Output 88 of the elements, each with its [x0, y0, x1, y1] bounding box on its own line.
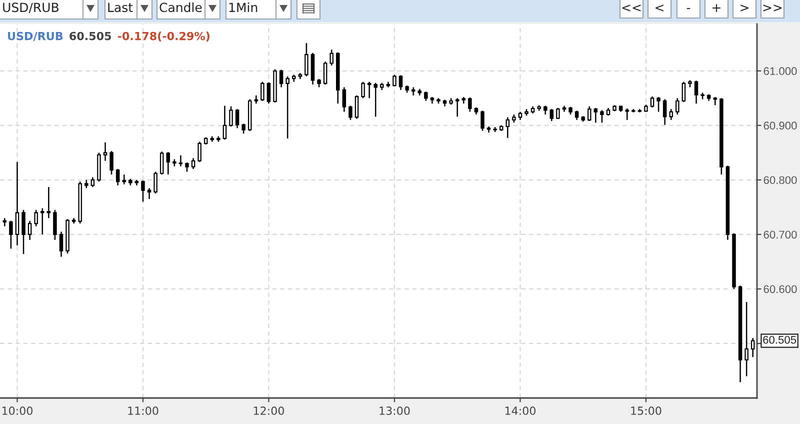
candlestick — [361, 81, 365, 99]
candlestick — [506, 116, 510, 139]
candlestick — [122, 174, 126, 185]
candlestick — [694, 80, 698, 104]
text: > — [740, 4, 748, 12]
candlestick — [744, 301, 748, 377]
candlestick — [28, 220, 32, 241]
candlestick — [90, 176, 95, 188]
x-tick-label: 15:00 — [631, 406, 662, 415]
candlestick — [229, 106, 233, 128]
candlestick — [15, 161, 20, 246]
candlestick — [342, 86, 346, 112]
candlestick — [468, 96, 472, 112]
x-tick-label: 10:00 — [2, 406, 32, 415]
candlestick — [330, 49, 334, 66]
text: Candle — [160, 2, 202, 12]
text: - — [686, 8, 690, 10]
candlestick — [594, 107, 598, 124]
candlestick — [304, 42, 308, 77]
candlestick — [348, 105, 352, 121]
candlestick — [46, 186, 51, 219]
candlestick — [154, 171, 158, 194]
x-tick-label: 11:00 — [128, 406, 158, 415]
candlestick — [550, 108, 554, 122]
candlestick — [116, 168, 120, 186]
y-tick-label: 60.900 — [764, 122, 797, 130]
text: 60.505 — [763, 336, 796, 344]
candlestick — [110, 150, 114, 176]
candlestick — [588, 106, 592, 122]
candlestick — [556, 107, 560, 120]
candlestick — [2, 217, 7, 227]
candlestick — [367, 81, 372, 99]
candlestick — [198, 141, 202, 163]
candlestick — [178, 154, 183, 167]
text: USD/RUB — [3, 2, 58, 14]
candlestick — [574, 110, 579, 121]
candlestick — [323, 60, 328, 86]
candlestick — [141, 180, 145, 202]
y-tick-label: 60.700 — [764, 230, 797, 239]
text: << — [622, 4, 641, 12]
y-tick-label: 60.600 — [764, 285, 797, 294]
candlestick — [242, 123, 246, 134]
candlestick — [53, 209, 57, 241]
candlestick — [235, 108, 240, 129]
text: USD/RUB — [8, 32, 63, 42]
candlestick — [260, 81, 264, 102]
y-tick-label: 61.000 — [764, 67, 797, 76]
text: 60.505 — [70, 32, 112, 40]
candlestick — [676, 98, 680, 116]
text: 1Min — [229, 2, 258, 12]
candlestick — [662, 98, 667, 126]
candlestick — [600, 110, 604, 124]
candlestick — [147, 187, 152, 200]
y-tick-label: 60.800 — [764, 176, 797, 184]
candlestick — [480, 110, 484, 132]
x-tick-label: 14:00 — [505, 406, 536, 415]
candlestick — [354, 94, 359, 120]
candlestick — [682, 81, 686, 103]
candlestick — [34, 209, 38, 227]
candlestick — [650, 96, 654, 108]
x-tick-label: 13:00 — [380, 406, 410, 415]
candlestick — [669, 108, 673, 121]
candlestick — [166, 151, 170, 176]
candlestick — [279, 69, 284, 88]
annotation: -0.178(-0.29%) — [118, 32, 210, 42]
candlestick — [9, 220, 13, 250]
candlestick — [22, 209, 26, 255]
candlestick — [625, 108, 629, 121]
candlestick — [374, 82, 378, 118]
candlestick — [160, 150, 164, 176]
candlestick — [40, 208, 44, 236]
candlestick — [191, 157, 196, 170]
candlestick — [59, 231, 64, 258]
candlestick — [398, 74, 403, 91]
text: < — [656, 4, 664, 12]
text: >> — [763, 4, 782, 12]
text: Last — [108, 2, 133, 12]
candlestick — [455, 98, 460, 118]
candlestick — [656, 96, 660, 112]
candlestick — [286, 76, 290, 140]
candlestick — [222, 105, 227, 140]
candlestick — [185, 162, 189, 172]
candlestick — [424, 90, 428, 102]
candlestick — [411, 86, 416, 96]
candlestick — [266, 82, 271, 104]
candlestick — [103, 142, 108, 162]
text: + — [712, 4, 720, 12]
x-tick-label: 12:00 — [254, 406, 284, 415]
